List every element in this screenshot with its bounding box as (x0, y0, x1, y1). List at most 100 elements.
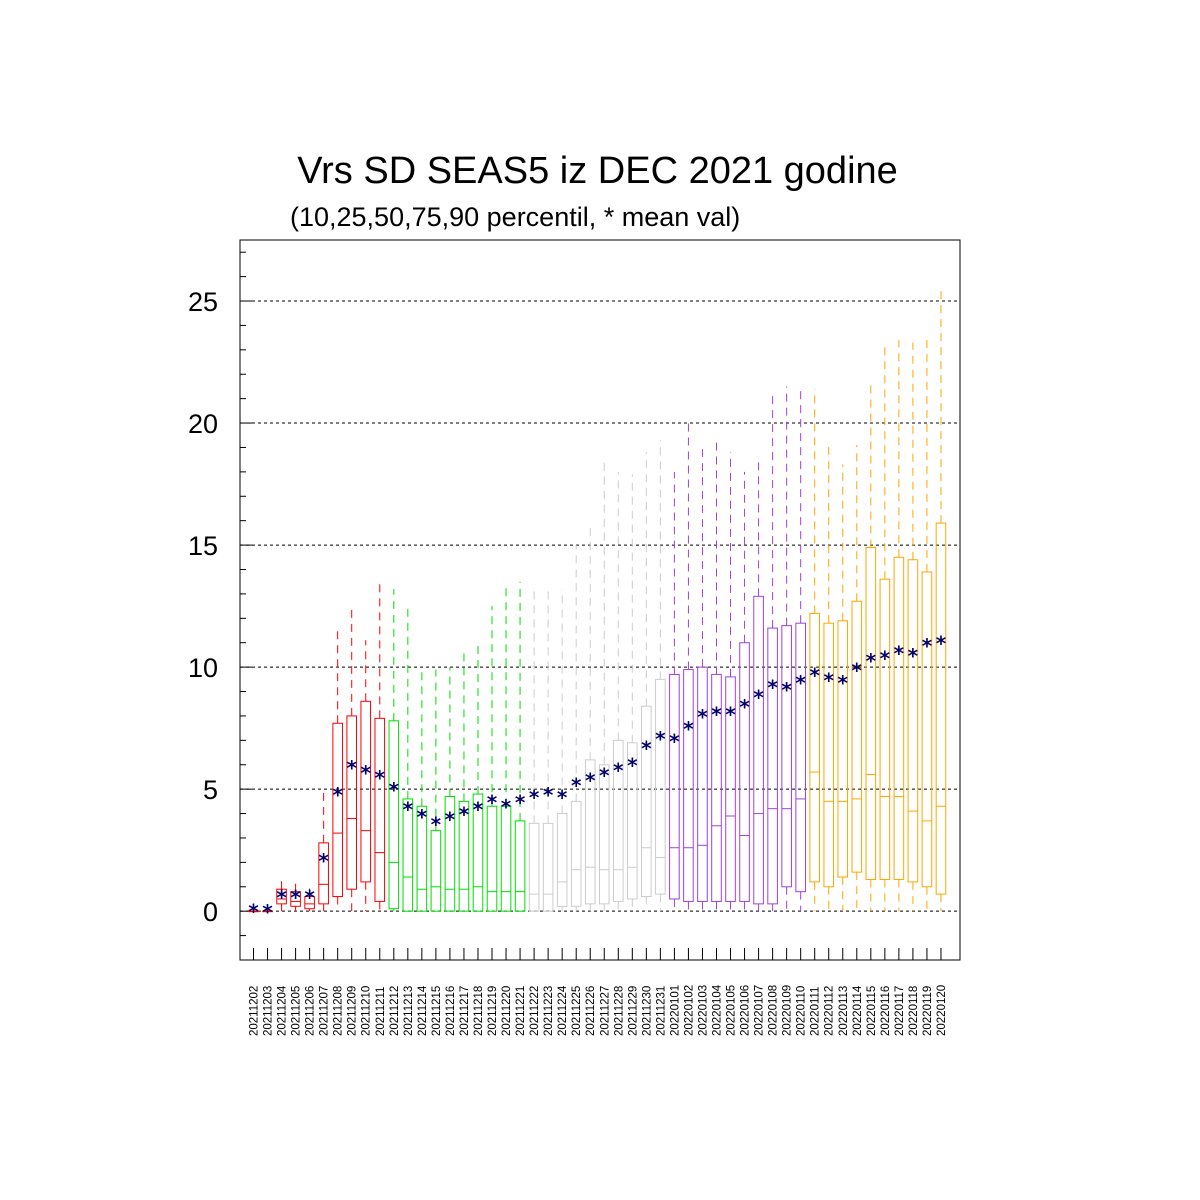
mean-marker: * (459, 803, 470, 827)
x-tick-label: 20220111 (810, 987, 822, 1036)
box-iqr (683, 669, 694, 902)
mean-marker: * (557, 785, 568, 809)
mean-marker: * (543, 783, 554, 807)
x-tick-label: 20220115 (866, 986, 878, 1036)
chart-title: Vrs SD SEAS5 iz DEC 2021 godine (297, 150, 898, 192)
x-tick-label: 20211202 (249, 986, 261, 1036)
mean-marker: * (880, 646, 891, 670)
mean-marker: * (613, 759, 624, 783)
y-tick-label: 10 (188, 653, 218, 683)
box-iqr (879, 578, 891, 880)
box-iqr (318, 842, 329, 905)
x-tick-label: 20211208 (333, 986, 345, 1036)
x-tick-label: 20211230 (641, 986, 653, 1036)
mean-marker: * (389, 778, 400, 802)
box-iqr (935, 522, 947, 895)
mean-marker: * (375, 766, 386, 790)
x-tick-label: 20211204 (277, 985, 289, 1036)
box-iqr (290, 891, 301, 907)
mean-marker: * (529, 785, 540, 809)
x-tick-label: 20220116 (880, 986, 892, 1036)
box-iqr (556, 813, 568, 907)
mean-marker: * (304, 886, 315, 910)
x-tick-label: 20211222 (529, 986, 541, 1036)
mean-marker: * (922, 634, 933, 658)
box-iqr (725, 676, 736, 902)
x-tick-label: 20211221 (515, 986, 527, 1036)
x-tick-label: 20211207 (319, 986, 331, 1036)
box-iqr (444, 795, 456, 912)
box-iqr (304, 896, 315, 910)
mean-marker: * (838, 671, 849, 695)
x-tick-label: 20211231 (655, 986, 667, 1036)
mean-marker: * (936, 632, 947, 656)
x-tick-label: 20211229 (627, 986, 639, 1036)
x-tick-label: 20211227 (599, 986, 611, 1036)
y-tick-label: 0 (203, 897, 218, 927)
box-iqr (402, 798, 414, 912)
box-iqr (823, 622, 835, 888)
grid-layer (240, 300, 960, 912)
x-tick-label: 20211214 (417, 985, 429, 1036)
x-tick-label: 20220114 (852, 985, 864, 1036)
box-iqr (837, 620, 849, 878)
box-iqr (711, 673, 722, 902)
mean-marker: * (431, 812, 442, 836)
mean-marker: * (767, 676, 778, 700)
box-iqr (416, 805, 428, 912)
mean-marker: * (262, 900, 273, 924)
x-tick-label: 20211219 (487, 986, 499, 1036)
box-iqr (458, 800, 470, 912)
x-tick-label: 20220105 (726, 985, 738, 1036)
x-tick-label: 20220119 (922, 986, 934, 1036)
box-iqr (781, 625, 792, 888)
mean-marker: * (248, 900, 259, 924)
box-iqr (612, 739, 624, 902)
x-tick-label: 20211212 (389, 986, 401, 1036)
x-tick-label: 20220101 (669, 985, 681, 1036)
mean-marker: * (781, 678, 792, 702)
box-iqr (809, 612, 821, 883)
mean-marker: * (599, 764, 610, 788)
x-tick-label: 20211228 (613, 986, 625, 1036)
x-tick-label: 20211225 (571, 986, 583, 1036)
box-iqr (921, 571, 933, 888)
mean-marker: * (655, 727, 666, 751)
box-iqr (893, 556, 905, 880)
box-iqr (907, 559, 919, 883)
box-iqr (851, 600, 863, 873)
plot-frame (239, 239, 961, 961)
box-iqr (795, 622, 806, 893)
y-tick-label: 5 (203, 775, 218, 805)
mean-marker: * (361, 761, 372, 785)
box-iqr (627, 742, 638, 900)
box-iqr (486, 805, 498, 912)
mean-marker: * (571, 773, 582, 797)
x-tick-label: 20220104 (711, 984, 723, 1036)
mean-marker: * (445, 807, 456, 831)
mean-marker: * (669, 729, 680, 753)
x-tick-label: 20220109 (782, 985, 794, 1036)
box-iqr (641, 705, 652, 898)
box-iqr (739, 642, 750, 902)
box-iqr (346, 715, 358, 890)
x-tick-label: 20211203 (263, 986, 275, 1036)
tick-layer (240, 251, 942, 961)
x-tick-label: 20220113 (838, 986, 850, 1036)
mean-marker: * (894, 641, 905, 665)
box-iqr (598, 764, 610, 905)
mean-marker: * (809, 663, 820, 687)
x-tick-label: 20211223 (543, 986, 555, 1036)
x-tick-label: 20211213 (403, 986, 415, 1036)
mean-marker: * (290, 886, 301, 910)
x-tick-label: 20211215 (431, 986, 443, 1036)
mean-marker: * (627, 754, 638, 778)
box-iqr (360, 700, 372, 883)
mean-marker: * (866, 649, 877, 673)
box-iqr (584, 759, 596, 905)
mean-marker: * (795, 671, 806, 695)
mean-marker: * (697, 705, 708, 729)
mean-marker: * (417, 805, 428, 829)
y-tick-label: 20 (188, 409, 218, 439)
